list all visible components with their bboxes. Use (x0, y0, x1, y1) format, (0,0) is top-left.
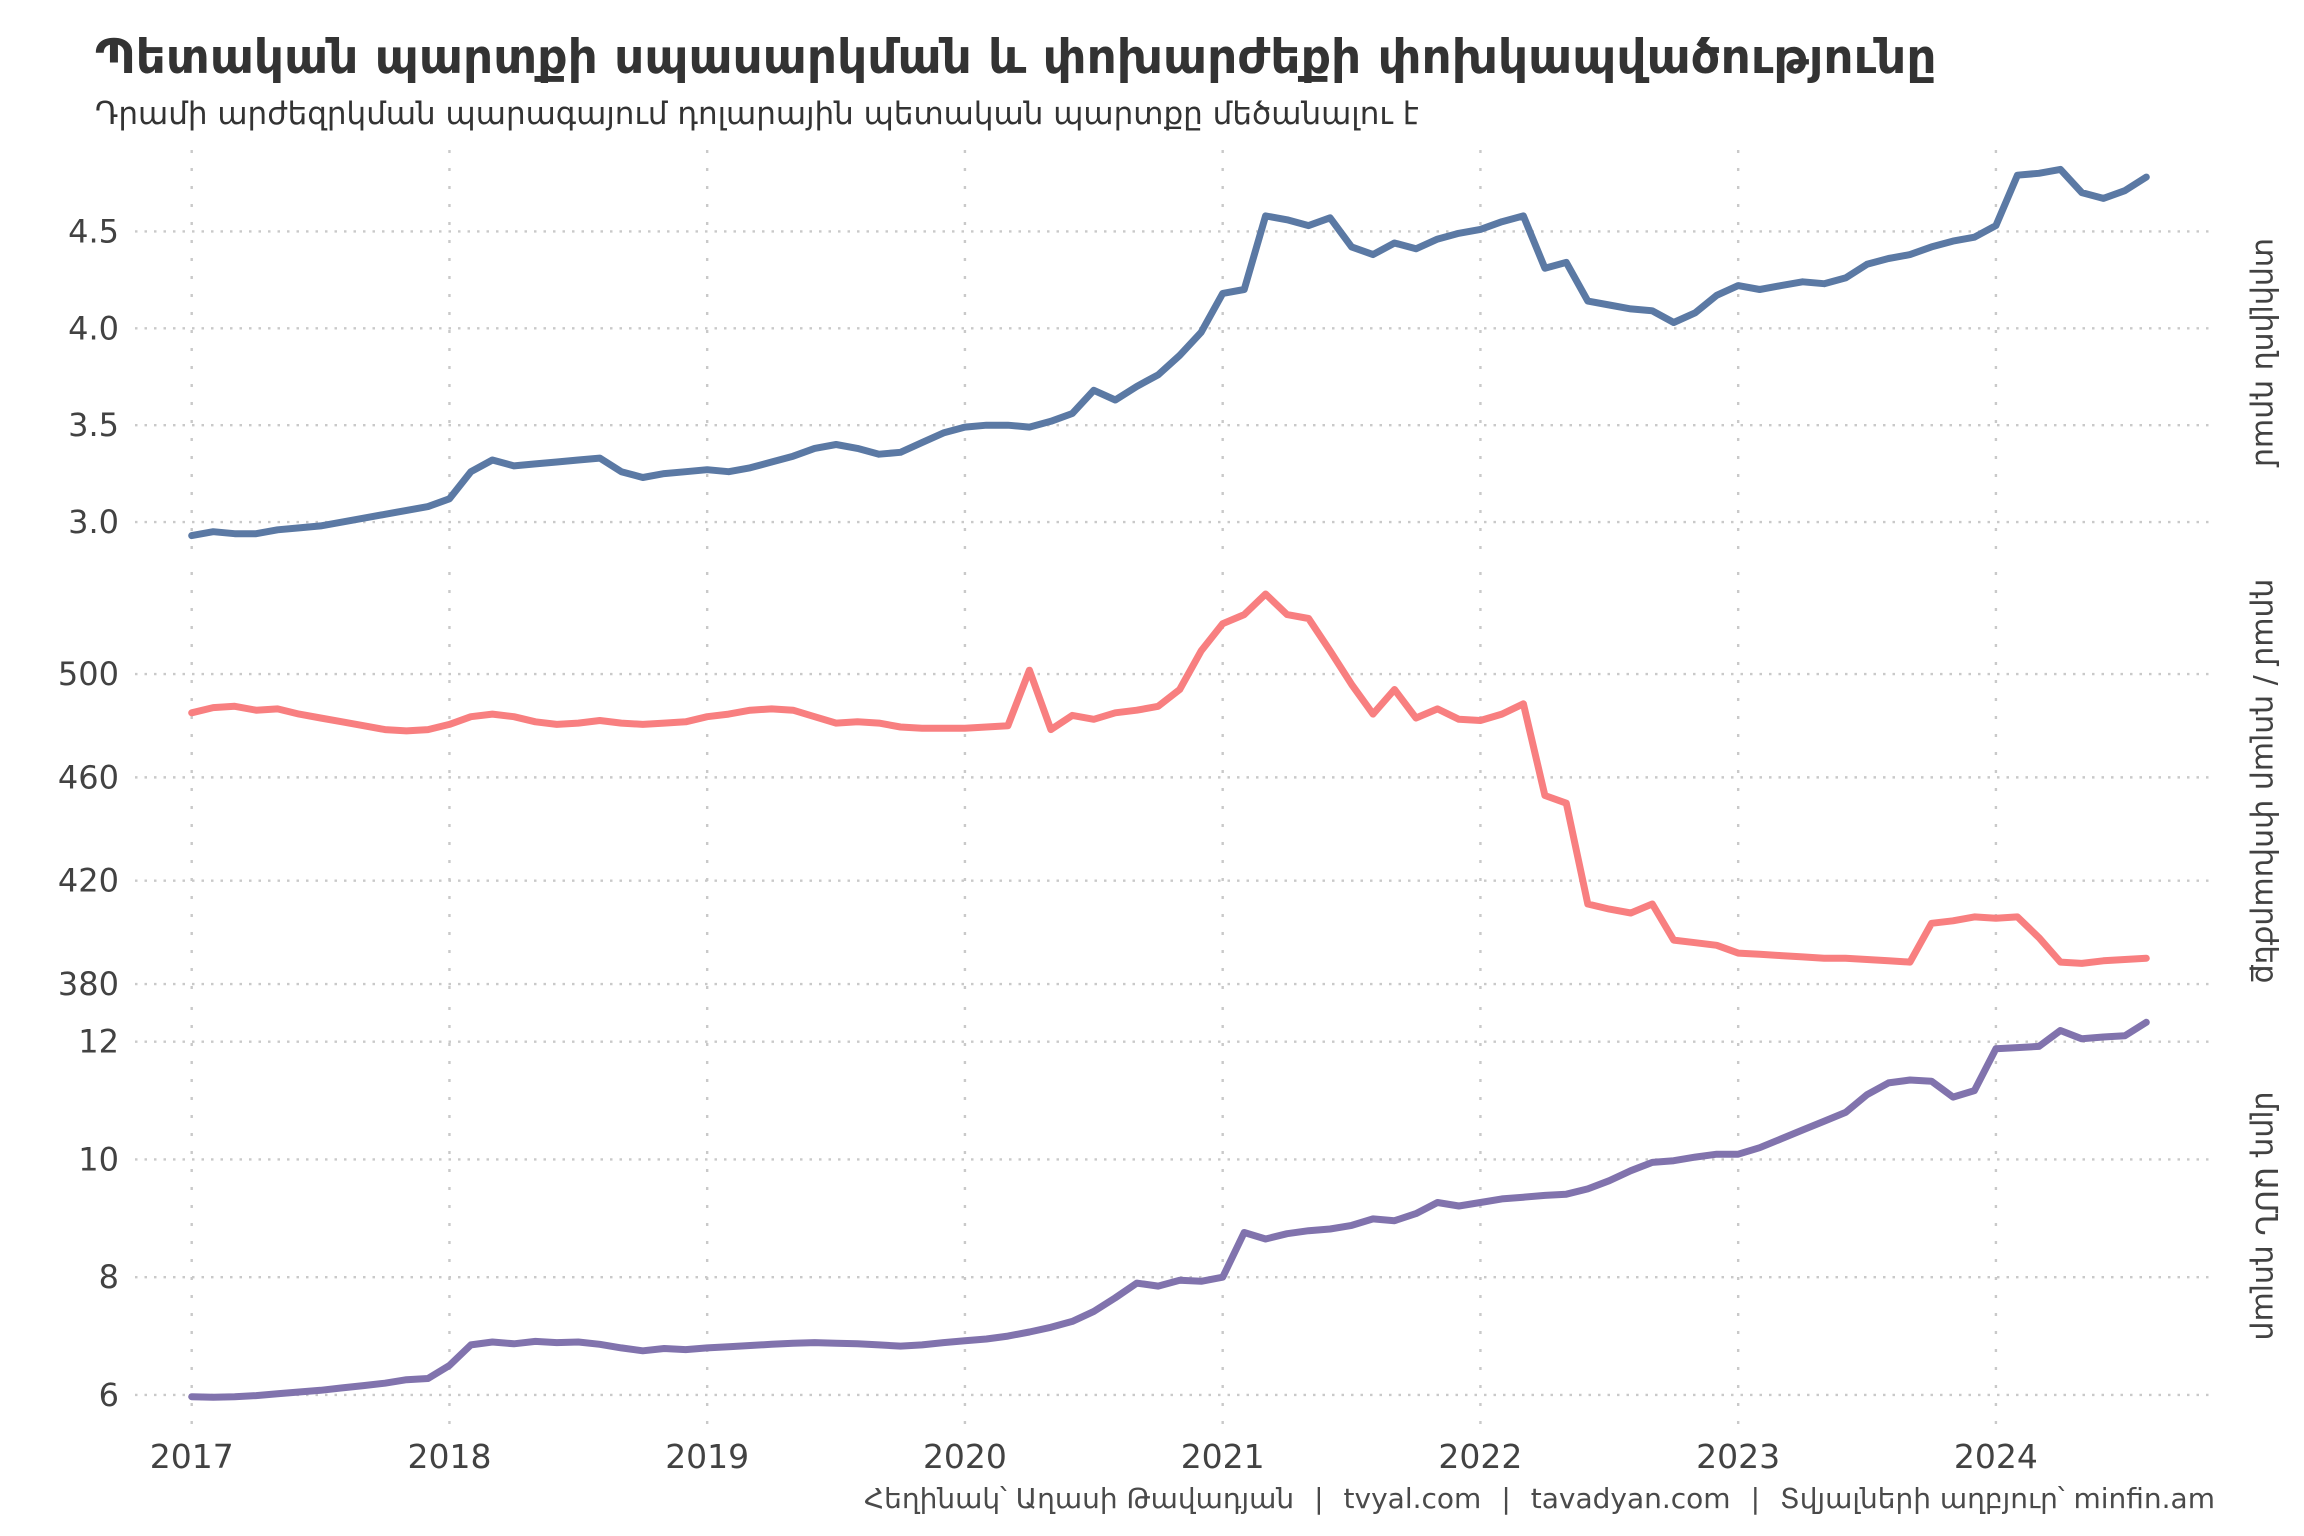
y-tick-label: 500 (58, 655, 119, 693)
y-tick-label: 6 (99, 1376, 119, 1414)
caption-separator: | (1750, 1482, 1761, 1515)
x-tick-label: 2024 (1954, 1437, 2038, 1476)
panel-debt-amd: 3.0 3.5 4.0 4.5 տրիլիոն դրամ (68, 150, 2283, 555)
series-line-debt-amd (188, 165, 2150, 540)
y-tick-label: 10 (78, 1140, 119, 1178)
x-tick-label: 2019 (665, 1437, 749, 1476)
caption-part: tvyal.com (1343, 1482, 1482, 1515)
caption-separator: | (1501, 1482, 1511, 1515)
y-tick-label: 380 (58, 965, 119, 1003)
caption-part: tavadyan.com (1530, 1482, 1731, 1515)
x-tick-label: 2017 (150, 1437, 234, 1476)
y-tick-label: 420 (58, 862, 119, 900)
y-tick-label: 4.5 (68, 212, 119, 250)
y-tick-label: 3.0 (68, 503, 119, 541)
x-tick-label: 2018 (407, 1437, 491, 1476)
chart-title: Պետական պարտքի սպասարկման և փոխարժեքի փո… (95, 30, 1937, 85)
series-line-exchange-rate (188, 590, 2150, 967)
x-tick-label: 2022 (1438, 1437, 1522, 1476)
x-tick-label: 2023 (1696, 1437, 1780, 1476)
panel-exchange-rate: 380 420 460 500 դրամ / դոլար փոխարժեք (58, 572, 2283, 1003)
x-tick-label: 2020 (923, 1437, 1007, 1476)
series-line-debt-usd (188, 1018, 2150, 1401)
strip-label-exchange-rate: դրամ / դոլար փոխարժեք (2248, 579, 2283, 984)
panel-debt-usd: 6 8 10 12 մլրդ ԱՄՆ դոլար (78, 1007, 2283, 1425)
y-tick-label: 8 (99, 1258, 119, 1296)
y-tick-label: 12 (78, 1023, 119, 1061)
caption-part: Տվյալների աղբյուր՝ minfin.am (1780, 1482, 2215, 1515)
caption: Հեղինակ՝ Աղասի Թավադյան | tvyal.com | tavady… (864, 1482, 2215, 1515)
y-tick-label: 460 (58, 758, 119, 796)
y-tick-label: 4.0 (68, 309, 119, 347)
x-tick-label: 2021 (1181, 1437, 1265, 1476)
strip-label-debt-usd: մլրդ ԱՄՆ դոլար (2248, 1091, 2283, 1340)
chart-subtitle: Դրամի արժեզրկման պարագայում դոլարային պե… (95, 96, 1419, 132)
strip-label-debt-amd: տրիլիոն դրամ (2248, 238, 2283, 468)
y-tick-label: 3.5 (68, 406, 119, 444)
caption-part: Հեղինակ՝ Աղասի Թավադյան (864, 1482, 1295, 1515)
caption-separator: | (1314, 1482, 1324, 1515)
